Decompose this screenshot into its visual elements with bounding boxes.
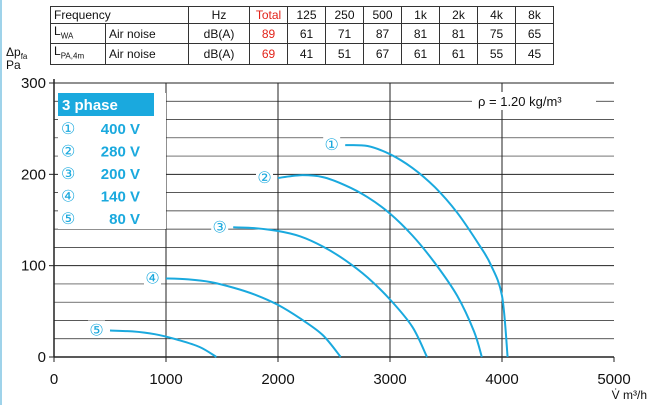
x-tick-label: 4000	[485, 371, 518, 388]
legend-title: 3 phase	[62, 97, 118, 114]
annotation-background	[472, 92, 596, 110]
row-unit: dB(A)	[188, 22, 250, 45]
legend-marker: ⑤	[61, 211, 75, 228]
legend-marker: ①	[61, 121, 75, 138]
y-tick-label: 100	[21, 258, 46, 275]
curve-marker: ⑤	[89, 323, 103, 340]
band-250: 250	[325, 6, 364, 24]
curve-marker-background	[88, 320, 105, 338]
fan-curve	[165, 277, 342, 358]
legend-marker: ③	[61, 166, 75, 183]
row-unit: dB(A)	[188, 43, 250, 65]
y-axis-unit: Pa	[6, 58, 21, 72]
curve-marker-background	[323, 135, 341, 153]
x-tick-label: 1000	[149, 371, 182, 388]
curve-marker: ④	[145, 270, 159, 287]
legend-item-label: 400 V	[101, 121, 140, 138]
legend-marker: ②	[61, 144, 75, 161]
curve-marker: ③	[213, 219, 227, 236]
row-source: Air noise	[105, 43, 189, 65]
legend-item-label: 200 V	[101, 166, 140, 183]
row-value: 65	[515, 22, 554, 45]
x-tick-label: 5000	[597, 371, 630, 388]
x-tick-label: 2000	[261, 371, 294, 388]
row-value: 71	[325, 22, 364, 45]
y-tick-label: 200	[21, 166, 46, 183]
y-tick-label: 300	[21, 75, 46, 92]
y-tick-label: 0	[38, 349, 46, 366]
curve-marker: ①	[325, 137, 339, 154]
legend-item-label: 280 V	[101, 144, 140, 161]
density-annotation: ρ = 1.20 kg/m³	[478, 94, 562, 109]
noise-table: Frequency Hz Total 125 250 500 1k 2k 4k …	[50, 6, 554, 65]
y-axis-title-sub: fa	[21, 52, 28, 61]
x-tick-label: 3000	[373, 371, 406, 388]
noise-row-lpa: LPA,4m Air noise dB(A) 69 41 51 67 61 61…	[50, 43, 554, 65]
curve-marker-background	[211, 217, 229, 235]
x-axis-title: V̇ m³/h	[612, 388, 647, 402]
fan-curve	[109, 329, 217, 358]
noise-table-header: Frequency Hz Total 125 250 500 1k 2k 4k …	[50, 6, 554, 24]
row-value: 51	[325, 43, 364, 65]
row-source: Air noise	[105, 22, 189, 45]
row-value: 67	[363, 43, 402, 65]
chart-curves: ① ② ③ ④ ⑤	[88, 135, 509, 358]
legend-item-label: 140 V	[101, 189, 140, 206]
curve-marker-background	[256, 167, 273, 185]
legend-marker: ④	[61, 189, 75, 206]
chart-labels: 0 1000 2000 3000 4000 50000100200300ΔpfaPaV̇ …	[6, 45, 647, 402]
legend-header	[58, 93, 154, 116]
curve-marker-background	[144, 268, 161, 286]
chart-legend: 3 phase ① 400 V ② 280 V ③ 200 V ④ 140 V ⑤ 80 V	[58, 93, 166, 229]
legend-item-label: 80 V	[109, 211, 140, 228]
x-tick-label: 0	[50, 371, 58, 388]
row-value: 45	[515, 43, 554, 65]
row-total: 69	[249, 43, 288, 65]
fan-curve	[277, 174, 483, 358]
fan-curve	[345, 144, 509, 358]
curve-marker: ②	[257, 170, 271, 187]
fan-curve	[233, 226, 428, 358]
